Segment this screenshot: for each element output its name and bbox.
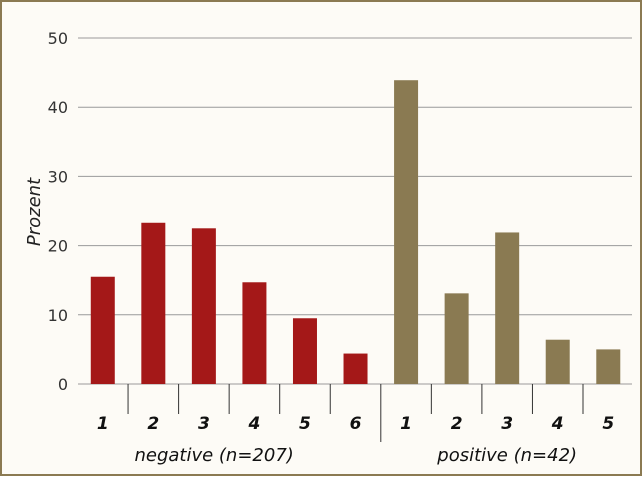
bars <box>90 80 621 384</box>
bar <box>394 80 419 384</box>
x-tick-label: 4 <box>248 414 261 434</box>
y-tick-label: 0 <box>58 375 68 394</box>
x-tick-label: 3 <box>501 414 513 434</box>
bar <box>90 276 115 384</box>
gridlines <box>78 37 632 385</box>
x-tick-label: 2 <box>451 414 463 434</box>
y-axis-ticks: 0 10 20 30 40 50 <box>48 29 68 394</box>
x-tick-label: 1 <box>97 414 109 434</box>
bar <box>596 349 621 384</box>
category-separators <box>127 384 584 442</box>
x-tick-label: 2 <box>147 414 159 434</box>
group-label-positive: positive (n=42) <box>436 445 577 466</box>
y-tick-label: 30 <box>48 167 68 186</box>
bar <box>343 353 368 384</box>
y-axis-title: Prozent <box>24 177 45 246</box>
x-tick-label: 5 <box>299 414 311 434</box>
bar <box>141 222 166 384</box>
bar <box>545 339 570 384</box>
bar <box>444 293 469 384</box>
x-tick-label: 5 <box>602 414 614 434</box>
y-tick-label: 50 <box>48 29 68 48</box>
y-tick-label: 10 <box>48 306 68 325</box>
bar <box>242 282 267 384</box>
bar <box>292 318 317 384</box>
x-tick-label: 1 <box>400 414 412 434</box>
x-axis-category-labels: 1 2 3 4 5 6 1 2 3 4 5 <box>97 414 614 434</box>
x-tick-label: 6 <box>350 414 362 434</box>
y-tick-label: 20 <box>48 237 68 256</box>
y-tick-label: 40 <box>48 98 68 117</box>
bar <box>191 228 216 384</box>
bar <box>495 232 520 384</box>
group-label-negative: negative (n=207) <box>134 445 293 466</box>
x-tick-label: 4 <box>551 414 564 434</box>
x-tick-label: 3 <box>198 414 210 434</box>
